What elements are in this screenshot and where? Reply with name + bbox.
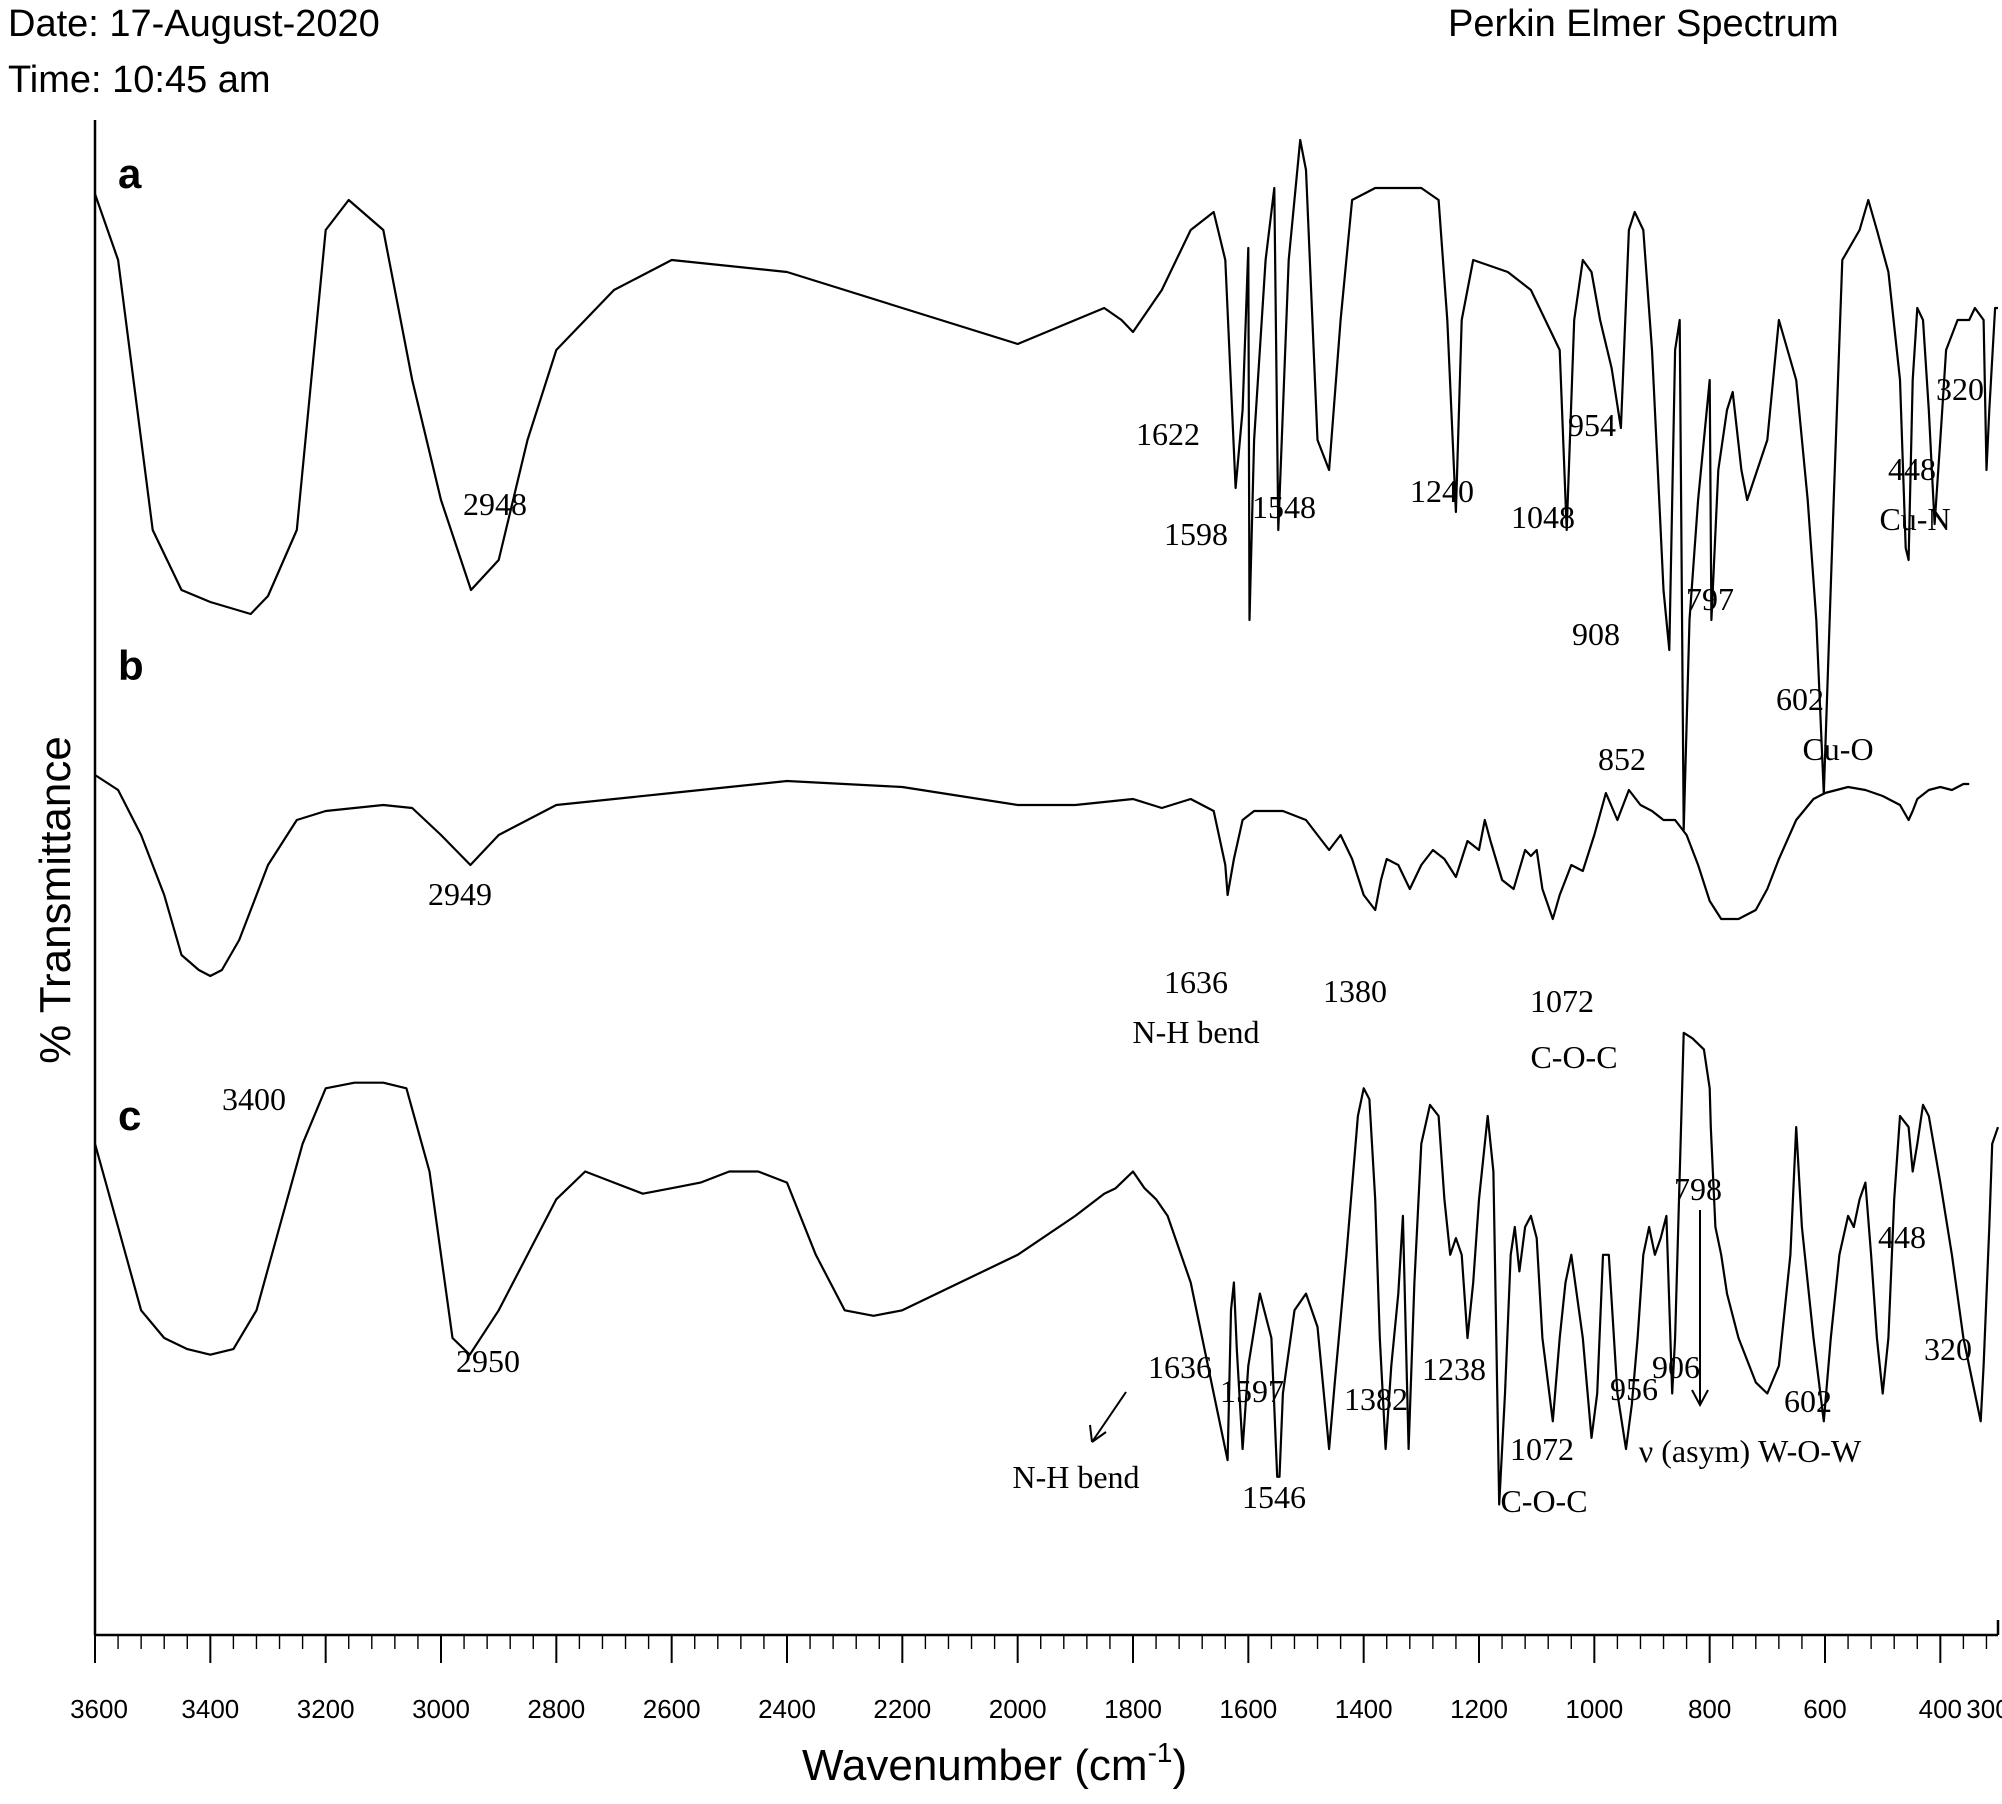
trace-b xyxy=(94,774,1970,978)
x-tick-label: 3400 xyxy=(181,1694,239,1724)
peak-label: 1240 xyxy=(1410,473,1474,509)
peak-label: N-H bend xyxy=(1012,1459,1139,1495)
x-axis-tick-labels: 3600 3400 3200 3000 2800 2600 2400 2200 2000 1800… xyxy=(70,1694,2002,1724)
peak-label: 3400 xyxy=(222,1081,286,1117)
peak-label: 1622 xyxy=(1136,416,1200,452)
series-label-b: b xyxy=(118,642,144,689)
peak-label: 1380 xyxy=(1323,973,1387,1009)
peak-annotations: 2948 1622 1598 1548 1240 1048 954 908 852 797 602 C… xyxy=(222,371,1984,1519)
x-tick-label: 1200 xyxy=(1450,1694,1508,1724)
peak-label: 2950 xyxy=(456,1343,520,1379)
peak-label: 1598 xyxy=(1164,516,1228,552)
y-axis-title: % Transmittance xyxy=(31,736,80,1064)
x-tick-label: 1800 xyxy=(1104,1694,1162,1724)
peak-label: C-O-C xyxy=(1530,1039,1617,1075)
x-tick-label: 1000 xyxy=(1565,1694,1623,1724)
peak-label: 1636 xyxy=(1164,964,1228,1000)
series-label-c: c xyxy=(118,1092,141,1139)
peak-label: Cu-O xyxy=(1802,731,1873,767)
peak-label: 1548 xyxy=(1252,489,1316,525)
peak-label: 956 xyxy=(1610,1371,1658,1407)
peak-label: 2948 xyxy=(463,486,527,522)
trace-c xyxy=(93,1031,2000,1506)
acquisition-date: Date: 17-August-2020 xyxy=(8,3,380,45)
x-tick-label: 1400 xyxy=(1335,1694,1393,1724)
x-tick-label: 2000 xyxy=(989,1694,1047,1724)
peak-label: 797 xyxy=(1686,581,1734,617)
series-label-a: a xyxy=(118,150,142,197)
peak-label: 1546 xyxy=(1242,1479,1306,1515)
peak-label: 1636 xyxy=(1148,1349,1212,1385)
peak-label: 1048 xyxy=(1511,499,1575,535)
x-tick-label: 3200 xyxy=(297,1694,355,1724)
x-tick-label: 2400 xyxy=(758,1694,816,1724)
x-tick-label: 400 xyxy=(1919,1694,1962,1724)
x-tick-label: 3000 xyxy=(412,1694,470,1724)
x-axis-title: Wavenumber (cm-1) xyxy=(802,1737,1187,1790)
peak-label: 1382 xyxy=(1344,1381,1408,1417)
peak-label: C-O-C xyxy=(1500,1483,1587,1519)
series-labels: a b c xyxy=(118,150,144,1139)
peak-label: 906 xyxy=(1652,1349,1700,1385)
x-tick-label: 1600 xyxy=(1219,1694,1277,1724)
peak-label: 1072 xyxy=(1510,1431,1574,1467)
x-tick-label: 2800 xyxy=(527,1694,585,1724)
peak-label: 1238 xyxy=(1422,1351,1486,1387)
peak-label: 954 xyxy=(1568,407,1616,443)
x-tick-label: 600 xyxy=(1803,1694,1846,1724)
peak-label: 2949 xyxy=(428,876,492,912)
x-tick-label: 2200 xyxy=(873,1694,931,1724)
spectrum-traces xyxy=(93,138,2000,1506)
peak-label: 852 xyxy=(1598,741,1646,777)
trace-a xyxy=(93,138,1998,832)
instrument-name: Perkin Elmer Spectrum xyxy=(1448,3,1839,45)
nh-bend-arrow xyxy=(1089,1391,1127,1443)
x-tick-label: 800 xyxy=(1688,1694,1731,1724)
x-tick-label: 300 xyxy=(1966,1694,2002,1724)
x-tick-label: 3600 xyxy=(70,1694,128,1724)
acquisition-time: Time: 10:45 am xyxy=(8,59,271,101)
peak-label: 602 xyxy=(1784,1383,1832,1419)
peak-label: N-H bend xyxy=(1132,1014,1259,1050)
peak-label: Cu-N xyxy=(1879,501,1950,537)
peak-label: 448 xyxy=(1878,1219,1926,1255)
peak-label: 448 xyxy=(1888,451,1936,487)
wow-arrow xyxy=(1691,1210,1709,1408)
peak-label: 798 xyxy=(1674,1171,1722,1207)
peak-label: 320 xyxy=(1924,1331,1972,1367)
peak-label: 320 xyxy=(1936,371,1984,407)
x-axis-ticks xyxy=(94,1635,1988,1663)
peak-label: 602 xyxy=(1776,681,1824,717)
peak-label: 1597 xyxy=(1220,1373,1284,1409)
x-tick-label: 2600 xyxy=(643,1694,701,1724)
peak-label: 908 xyxy=(1572,616,1620,652)
peak-label: 1072 xyxy=(1530,983,1594,1019)
peak-label: ν (asym) W-O-W xyxy=(1639,1433,1862,1469)
